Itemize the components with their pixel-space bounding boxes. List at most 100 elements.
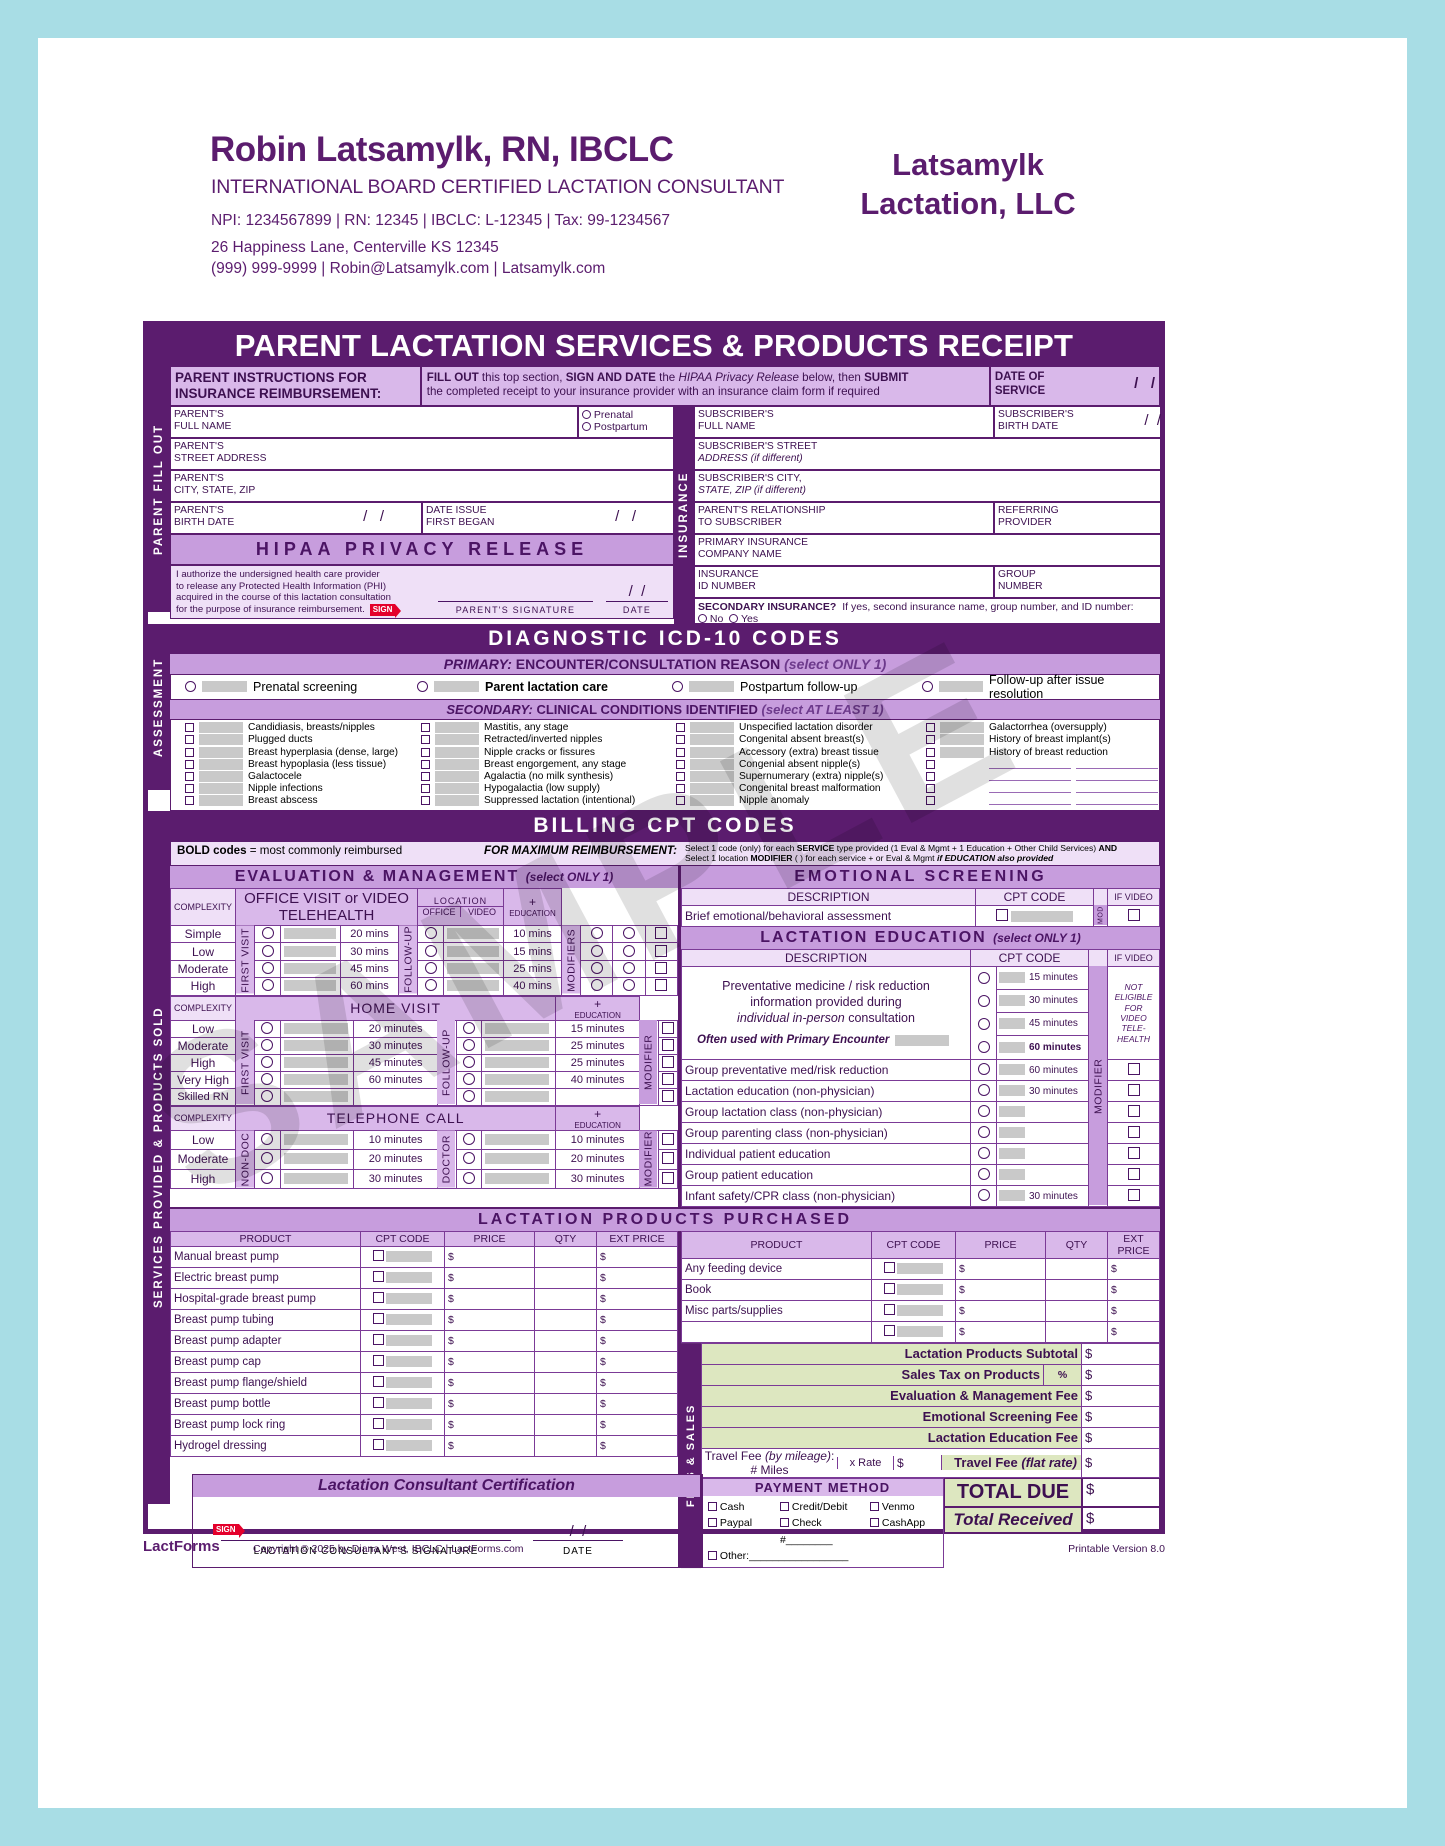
icd-secondary-write-in[interactable] [989,784,1071,793]
subscriber-street-field[interactable]: SUBSCRIBER'S STREET ADDRESS (if differen… [694,437,1165,470]
home-education-4[interactable] [662,1089,674,1102]
em-office-loc-office-3[interactable] [590,979,603,992]
em-office-first-code-3[interactable] [284,980,337,992]
em-office-loc-video-0[interactable] [623,927,635,940]
phone-nondoc-radio-1[interactable] [261,1152,274,1165]
prev-code-2[interactable] [999,1018,1025,1030]
icd-secondary-checkbox[interactable] [421,771,430,781]
icd-secondary-checkbox[interactable] [926,723,935,733]
em-office-follow-code-1[interactable] [447,945,500,957]
em-office-follow-radio-3[interactable] [424,979,437,992]
product-row[interactable]: Breast pump tubing $ $ [170,1308,678,1331]
icd-primary-code-1[interactable] [434,681,479,693]
product-cpt[interactable] [360,1434,445,1457]
product-ext[interactable]: $ [1107,1278,1160,1301]
product-row[interactable]: Electric breast pump $ $ [170,1266,678,1289]
icd-primary-code-3[interactable] [938,681,984,693]
education-code-4[interactable] [999,1147,1025,1159]
phone-doctor-radio-1[interactable] [463,1152,476,1165]
product-row[interactable]: Breast pump bottle $ $ [170,1392,678,1415]
product-cpt[interactable] [360,1371,445,1394]
education-radio-0[interactable] [977,1062,990,1075]
icd-secondary-checkbox[interactable] [926,735,935,745]
icd-secondary-code[interactable] [690,770,734,782]
product-ext[interactable]: $ [1107,1299,1160,1322]
home-first-radio-4[interactable] [261,1089,274,1102]
icd-secondary-item[interactable]: Breast engorgement, any stage [421,758,676,770]
icd-secondary-item[interactable] [926,770,1159,782]
product-cpt[interactable] [871,1320,956,1343]
em-office-first-code-0[interactable] [284,928,337,940]
product-cpt[interactable] [871,1257,956,1280]
icd-secondary-item[interactable]: Mastitis, any stage [421,722,676,734]
product-qty[interactable] [1045,1320,1108,1343]
product-ext[interactable]: $ [596,1434,678,1457]
product-cpt[interactable] [360,1329,445,1352]
em-office-education-0[interactable] [655,927,668,940]
em-office-loc-video-1[interactable] [623,944,635,957]
secondary-insurance-field[interactable]: SECONDARY INSURANCE? If yes, second insu… [694,597,1165,625]
icd-secondary-checkbox[interactable] [185,771,194,781]
fee-row[interactable]: Sales Tax on Products% $ [701,1363,1160,1386]
icd-secondary-item[interactable]: Agalactia (no milk synthesis) [421,770,676,782]
product-qty[interactable] [1045,1257,1108,1280]
em-office-loc-office-1[interactable] [590,944,603,957]
icd-secondary-checkbox[interactable] [185,783,194,793]
fee-amount[interactable]: $ [1081,1363,1160,1386]
icd-secondary-code[interactable] [199,794,243,806]
icd-secondary-code[interactable] [940,722,984,734]
em-office-first-code-1[interactable] [284,945,337,957]
icd-secondary-code[interactable] [435,782,479,794]
phone-doctor-radio-0[interactable] [463,1132,476,1145]
product-ext[interactable]: $ [596,1308,678,1331]
education-code-2[interactable] [999,1105,1025,1117]
product-ext[interactable]: $ [596,1266,678,1289]
icd-secondary-code[interactable] [690,734,734,746]
prev-radio-2[interactable] [977,1018,990,1031]
education-video-5[interactable] [1127,1167,1140,1180]
home-follow-code-4[interactable] [485,1090,550,1102]
product-row[interactable]: $ $ [681,1320,1160,1343]
home-follow-radio-4[interactable] [463,1089,476,1102]
icd-secondary-code[interactable] [690,782,734,794]
home-follow-radio-0[interactable] [463,1021,476,1034]
secondary-yes-radio[interactable] [729,613,739,623]
icd-primary-radio-0[interactable] [185,681,196,693]
icd-secondary-item[interactable]: Congenital absent breast(s) [676,734,926,746]
parent-signature-input[interactable] [438,600,593,602]
product-qty[interactable] [534,1392,597,1415]
product-qty[interactable] [534,1245,597,1268]
education-radio-2[interactable] [977,1104,990,1117]
consultant-date-input[interactable]: / / [533,1523,623,1542]
phone-education-1[interactable] [662,1152,674,1165]
icd-secondary-checkbox[interactable] [676,723,685,733]
icd-secondary-item[interactable]: Breast hyperplasia (dense, large) [185,746,421,758]
phone-doctor-code-1[interactable] [485,1153,550,1165]
product-qty[interactable] [1045,1278,1108,1301]
parent-fullname-field[interactable]: PARENT'S FULL NAME [170,405,578,438]
subscriber-fullname-field[interactable]: SUBSCRIBER'S FULL NAME [694,405,994,438]
home-follow-code-3[interactable] [485,1073,550,1085]
em-office-follow-code-0[interactable] [447,928,500,940]
product-row[interactable]: Book $ $ [681,1278,1160,1301]
education-video-6[interactable] [1127,1188,1140,1201]
phone-nondoc-code-0[interactable] [283,1133,348,1145]
fee-percent[interactable]: % [1043,1363,1082,1386]
icd-secondary-checkbox[interactable] [421,735,430,745]
icd-secondary-item[interactable] [926,758,1159,770]
product-price[interactable]: $ [444,1350,535,1373]
em-office-education-2[interactable] [655,962,668,975]
product-row[interactable]: Breast pump flange/shield $ $ [170,1371,678,1394]
phone-nondoc-radio-2[interactable] [261,1171,274,1184]
em-office-follow-code-2[interactable] [447,963,500,975]
pay-venmo-check[interactable] [870,1501,879,1511]
icd-primary-option-0[interactable]: Prenatal screening [171,680,417,694]
referring-provider-field[interactable]: REFERRING PROVIDER [994,501,1165,534]
em-office-first-radio-1[interactable] [261,944,274,957]
home-first-radio-2[interactable] [261,1055,274,1068]
secondary-no-radio[interactable] [698,613,707,623]
pay-cash-check[interactable] [708,1501,717,1511]
em-office-first-radio-2[interactable] [261,962,274,975]
education-code-5[interactable] [999,1168,1025,1180]
education-radio-6[interactable] [977,1188,990,1201]
